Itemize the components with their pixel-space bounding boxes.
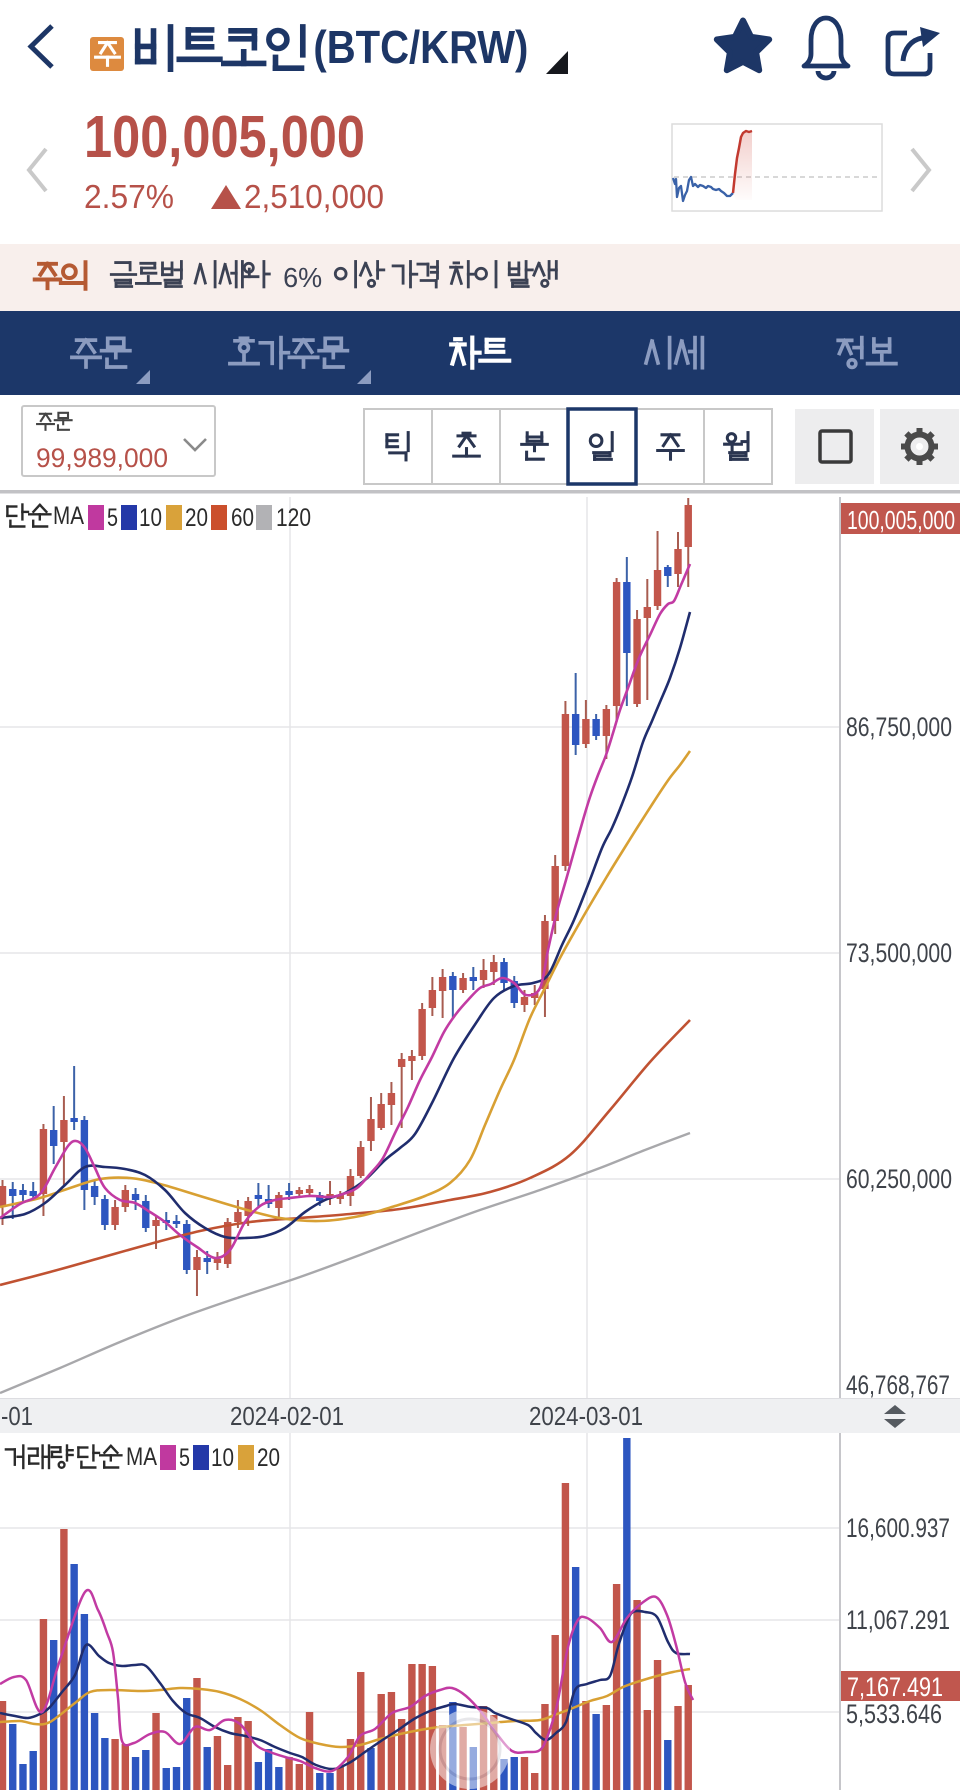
svg-text:5: 5 (107, 504, 118, 532)
svg-text:86,750,000: 86,750,000 (846, 712, 952, 742)
svg-text:100,005,000: 100,005,000 (84, 104, 365, 170)
svg-text:16,600.937: 16,600.937 (846, 1513, 950, 1543)
svg-text:MA: MA (53, 502, 84, 530)
svg-text:20: 20 (185, 504, 208, 532)
svg-text:60,250,000: 60,250,000 (846, 1164, 952, 1194)
svg-text:2024-02-01: 2024-02-01 (230, 1401, 344, 1431)
svg-text:20: 20 (257, 1444, 280, 1472)
svg-text:7,167.491: 7,167.491 (847, 1672, 943, 1702)
svg-text:2024-03-01: 2024-03-01 (529, 1401, 643, 1431)
svg-text:5: 5 (179, 1444, 190, 1472)
svg-text:120: 120 (276, 504, 311, 532)
svg-text:2.57%: 2.57% (84, 178, 174, 215)
svg-text:MA: MA (126, 1443, 157, 1471)
svg-text:6%: 6% (283, 262, 322, 293)
svg-text:46,768,767: 46,768,767 (846, 1370, 950, 1400)
svg-text:(BTC/KRW): (BTC/KRW) (313, 21, 528, 73)
svg-text:73,500,000: 73,500,000 (846, 938, 952, 968)
svg-text:2,510,000: 2,510,000 (244, 178, 384, 215)
svg-text:-01: -01 (1, 1401, 33, 1431)
svg-text:11,067.291: 11,067.291 (846, 1605, 950, 1635)
svg-text:10: 10 (139, 504, 162, 532)
svg-text:99,989,000: 99,989,000 (36, 443, 168, 473)
svg-text:10: 10 (211, 1444, 234, 1472)
svg-text:100,005,000: 100,005,000 (847, 505, 955, 535)
svg-text:60: 60 (231, 504, 254, 532)
svg-text:5,533.646: 5,533.646 (846, 1699, 942, 1729)
